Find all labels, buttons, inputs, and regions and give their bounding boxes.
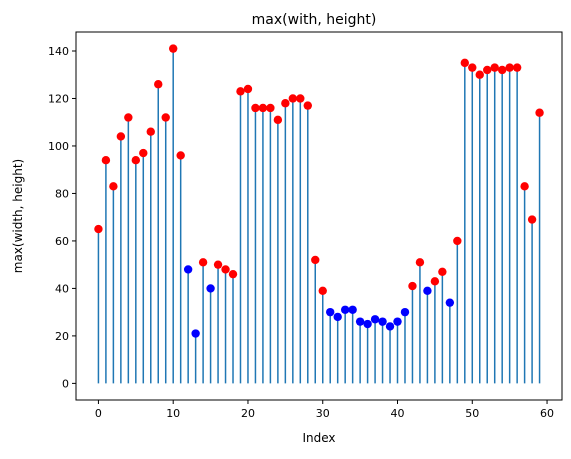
y-tick-label: 120 bbox=[48, 92, 69, 105]
x-tick-label: 10 bbox=[166, 407, 180, 420]
data-point bbox=[109, 182, 118, 191]
data-point bbox=[512, 63, 522, 72]
y-tick-label: 60 bbox=[55, 235, 69, 248]
data-point bbox=[221, 265, 230, 274]
x-tick-label: 50 bbox=[465, 407, 479, 420]
data-point bbox=[355, 317, 365, 326]
data-point bbox=[139, 148, 148, 158]
data-point bbox=[154, 80, 163, 89]
data-point bbox=[490, 63, 499, 72]
data-point bbox=[348, 305, 357, 314]
data-point bbox=[483, 65, 492, 75]
data-point bbox=[266, 103, 275, 113]
data-point bbox=[527, 215, 537, 224]
data-point bbox=[453, 236, 462, 246]
data-point bbox=[385, 322, 395, 331]
y-tick-label: 40 bbox=[55, 282, 69, 295]
data-point bbox=[400, 307, 410, 317]
data-point bbox=[520, 182, 529, 191]
data-point bbox=[497, 65, 507, 75]
markers-group bbox=[94, 44, 544, 338]
data-point bbox=[124, 113, 133, 122]
data-point bbox=[251, 103, 260, 113]
y-axis-label: max(width, height) bbox=[11, 159, 25, 273]
x-tick-label: 60 bbox=[540, 407, 554, 420]
x-tick-label: 30 bbox=[316, 407, 330, 420]
data-point bbox=[445, 298, 455, 307]
data-point bbox=[318, 286, 327, 295]
data-point bbox=[408, 281, 417, 291]
data-point bbox=[131, 156, 141, 165]
data-point bbox=[438, 267, 447, 276]
data-point bbox=[258, 103, 268, 113]
y-tick-label: 100 bbox=[48, 140, 69, 153]
data-point bbox=[161, 113, 170, 122]
data-point bbox=[303, 101, 312, 110]
data-point bbox=[415, 258, 425, 267]
data-point bbox=[423, 286, 432, 295]
data-point bbox=[228, 269, 238, 279]
y-tick-label: 80 bbox=[55, 187, 69, 200]
data-point bbox=[311, 255, 320, 265]
data-point bbox=[176, 151, 185, 160]
data-point bbox=[236, 87, 245, 96]
plot-frame bbox=[75, 31, 563, 401]
data-point bbox=[183, 265, 193, 274]
data-point bbox=[169, 44, 178, 53]
data-point bbox=[363, 319, 372, 329]
y-tick-label: 20 bbox=[55, 330, 69, 343]
data-point bbox=[281, 99, 290, 108]
chart-title: max(with, height) bbox=[252, 12, 377, 28]
data-point bbox=[198, 258, 208, 267]
data-point bbox=[393, 317, 402, 326]
y-tick-label: 0 bbox=[62, 377, 69, 390]
data-point bbox=[296, 94, 305, 103]
y-axis-ticks: 0 20 40 60 80 100 120 140 bbox=[48, 45, 76, 390]
data-point bbox=[340, 305, 350, 314]
data-point bbox=[505, 63, 514, 72]
data-point bbox=[430, 277, 440, 286]
stems-group bbox=[97, 48, 541, 384]
data-point bbox=[243, 84, 253, 94]
data-point bbox=[370, 315, 380, 324]
data-point bbox=[535, 108, 544, 117]
data-point bbox=[273, 115, 283, 125]
data-point bbox=[191, 329, 200, 338]
data-point bbox=[146, 127, 155, 136]
data-point bbox=[116, 132, 126, 141]
data-point bbox=[333, 312, 342, 322]
data-point bbox=[468, 63, 477, 72]
data-point bbox=[288, 94, 298, 103]
x-axis-label: Index bbox=[302, 431, 335, 445]
data-point bbox=[475, 70, 484, 79]
x-tick-label: 0 bbox=[95, 407, 102, 420]
data-point bbox=[213, 260, 223, 269]
data-point bbox=[326, 307, 335, 317]
data-point bbox=[460, 58, 469, 68]
data-point bbox=[101, 156, 111, 165]
x-tick-label: 40 bbox=[391, 407, 405, 420]
x-axis-ticks: 0 10 20 30 40 50 60 bbox=[95, 400, 554, 420]
data-point bbox=[378, 317, 387, 326]
y-tick-label: 140 bbox=[48, 45, 69, 58]
x-tick-label: 20 bbox=[241, 407, 255, 420]
data-point bbox=[206, 284, 215, 293]
data-point bbox=[94, 224, 103, 234]
